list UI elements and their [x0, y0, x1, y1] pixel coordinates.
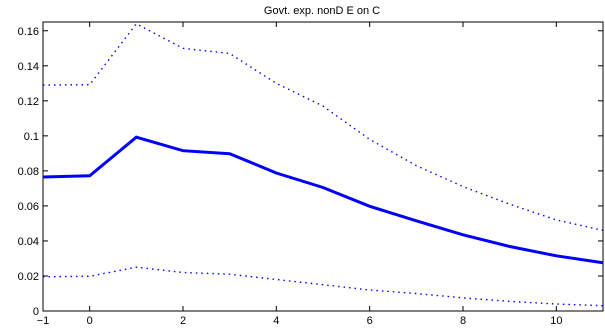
x-axis: −1 0 2 4 6 8 10: [37, 22, 562, 327]
y-tick-label: 0.04: [18, 236, 39, 248]
y-tick-label: 0.02: [18, 271, 39, 283]
x-tick-label: 2: [180, 315, 186, 327]
plot-area: [42, 21, 604, 312]
y-tick-label: 0.08: [18, 166, 39, 178]
series-group: [43, 22, 603, 307]
y-tick-label: 0.16: [18, 26, 39, 38]
chart-title: Govt. exp. nonD E on C: [264, 5, 380, 17]
y-tick-label: 0: [33, 306, 39, 318]
series-line-estimate: [43, 135, 603, 265]
y-tick-label: 0.06: [18, 201, 39, 213]
series-line-lower-band: [43, 266, 603, 307]
y-tick-label: 0.1: [24, 131, 39, 143]
x-tick-label: 10: [550, 315, 562, 327]
plot-frame: [42, 21, 604, 312]
y-tick-label: 0.12: [18, 96, 39, 108]
y-axis: 0 0.02 0.04 0.06 0.08 0.1 0.12 0.14 0.16: [18, 26, 603, 318]
x-tick-label: 6: [367, 315, 373, 327]
y-tick-label: 0.14: [18, 61, 39, 73]
x-tick-label: 4: [273, 315, 279, 327]
x-tick-label: 8: [460, 315, 466, 327]
x-tick-label: 0: [87, 315, 93, 327]
series-line-upper-band: [43, 22, 603, 232]
x-tick-label: −1: [37, 315, 50, 327]
